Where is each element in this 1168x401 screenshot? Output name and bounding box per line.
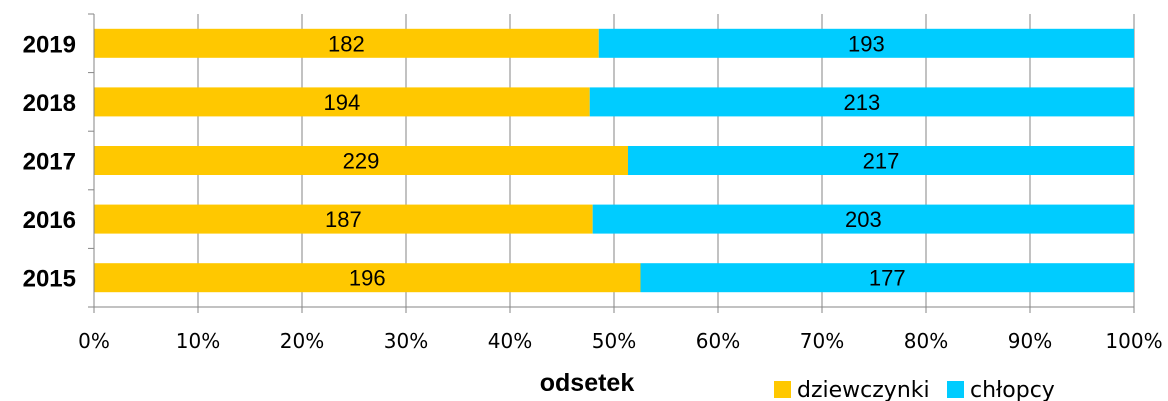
- data-label: 182: [328, 31, 365, 56]
- bar-segment: [94, 204, 593, 234]
- data-label: 194: [324, 90, 361, 115]
- x-axis-title: odsetek: [540, 369, 635, 397]
- data-label: 193: [848, 31, 885, 56]
- bar-segment: [94, 263, 641, 293]
- legend-swatch: [947, 381, 964, 398]
- legend-label: chłopcy: [970, 378, 1055, 401]
- x-tick-label: 50%: [592, 329, 636, 353]
- x-tick-label: 20%: [280, 329, 324, 353]
- x-tick-label: 10%: [176, 329, 220, 353]
- x-tick-label: 80%: [904, 329, 948, 353]
- legend: dziewczynki chłopcy: [774, 378, 1055, 401]
- data-label: 213: [844, 90, 881, 115]
- data-label: 177: [869, 266, 906, 291]
- category-label: 2016: [23, 207, 76, 234]
- bar-segment: [94, 28, 599, 58]
- data-label: 203: [845, 207, 882, 232]
- legend-swatch: [774, 381, 791, 398]
- x-tick-label: 0%: [78, 329, 110, 353]
- data-label: 229: [343, 149, 380, 174]
- x-tick-label: 70%: [800, 329, 844, 353]
- data-label: 217: [863, 149, 900, 174]
- x-tick-label: 90%: [1008, 329, 1052, 353]
- bar-segment: [640, 263, 1134, 293]
- category-label: 2019: [23, 31, 76, 58]
- labels: 0% 10% 20% 30% 40% 50% 60% 70% 80% 90% 100% 2019 182…: [23, 31, 1163, 353]
- legend-label: dziewczynki: [797, 378, 930, 401]
- category-label: 2017: [23, 149, 76, 176]
- bar-segment: [94, 87, 590, 117]
- data-label: 187: [325, 207, 362, 232]
- x-tick-label: 30%: [384, 329, 428, 353]
- bar-segment: [589, 87, 1134, 117]
- bar-segment: [627, 146, 1134, 175]
- data-label: 196: [349, 266, 386, 291]
- category-label: 2015: [23, 266, 76, 293]
- bar-segment: [94, 146, 628, 175]
- x-tick-label: 60%: [696, 329, 740, 353]
- bar-segment: [598, 28, 1134, 58]
- bar-segment: [592, 204, 1134, 234]
- x-tick-label: 100%: [1105, 329, 1162, 353]
- axes: [88, 13, 1135, 313]
- bars: [94, 28, 1134, 293]
- x-tick-label: 40%: [488, 329, 532, 353]
- category-label: 2018: [23, 90, 76, 117]
